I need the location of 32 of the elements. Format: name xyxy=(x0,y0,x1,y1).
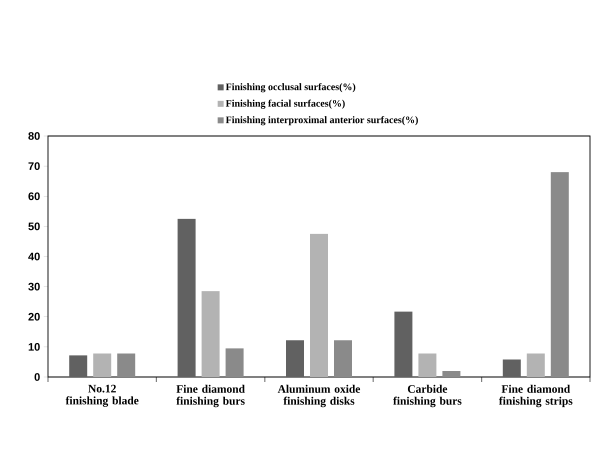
legend-label: Finishing occlusal surfaces(%) xyxy=(226,83,356,92)
y-tick-label: 70 xyxy=(28,162,40,170)
x-tick-label: Fine diamond finishing burs xyxy=(176,384,245,408)
bar xyxy=(334,340,352,377)
bar xyxy=(178,218,196,377)
y-tick-label: 50 xyxy=(28,222,40,230)
y-tick-label: 10 xyxy=(28,343,40,351)
y-tick-label: 80 xyxy=(28,132,40,140)
bar xyxy=(442,370,460,377)
bar xyxy=(526,354,545,377)
bar xyxy=(226,348,244,377)
bar xyxy=(550,172,569,377)
y-tick-label: 0 xyxy=(34,373,40,381)
bar xyxy=(502,360,521,377)
x-tick-label: No.12 finishing blade xyxy=(66,384,139,407)
x-tick-label: Carbide finishing burs xyxy=(393,384,462,408)
bar xyxy=(286,340,304,377)
bar xyxy=(117,354,136,377)
y-tick-label: 60 xyxy=(28,192,40,200)
legend-label: Finishing facial surfaces(%) xyxy=(226,100,345,109)
y-tick-label: 20 xyxy=(28,312,40,321)
x-tick-label: Aluminum oxide finishing disks xyxy=(278,384,360,408)
x-tick-label: Fine diamond finishing strips xyxy=(498,384,572,408)
bar xyxy=(418,354,436,377)
y-tick-label: 30 xyxy=(28,282,40,291)
bar xyxy=(69,355,88,377)
bar xyxy=(93,354,112,377)
bar xyxy=(394,312,412,377)
legend-label: Finishing interproximal anterior surfaces(%) xyxy=(226,116,418,126)
y-tick-label: 40 xyxy=(28,252,40,260)
bar xyxy=(202,291,220,377)
bar xyxy=(310,234,328,377)
